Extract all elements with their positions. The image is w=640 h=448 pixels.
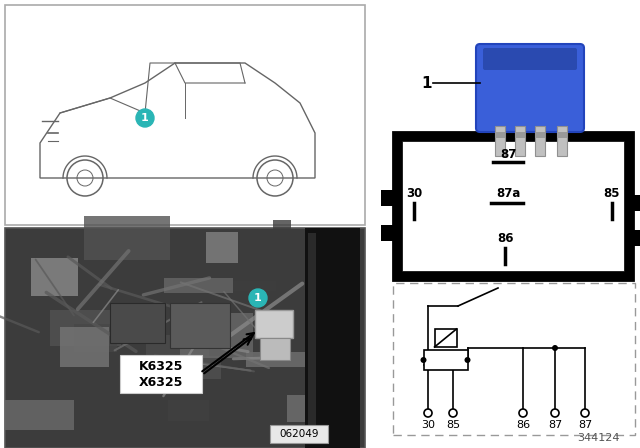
- Bar: [60, 327, 109, 367]
- Bar: [381, 190, 395, 206]
- Bar: [424, 350, 467, 370]
- Circle shape: [551, 409, 559, 417]
- Text: 87a: 87a: [496, 186, 520, 199]
- Circle shape: [519, 409, 527, 417]
- Bar: [186, 331, 206, 350]
- Bar: [260, 338, 290, 360]
- Circle shape: [465, 357, 470, 363]
- Bar: [84, 216, 170, 260]
- Bar: [393, 132, 633, 280]
- Bar: [5, 228, 365, 448]
- Circle shape: [420, 357, 426, 363]
- Circle shape: [552, 345, 558, 351]
- Bar: [495, 126, 505, 156]
- Circle shape: [424, 409, 432, 417]
- Bar: [147, 335, 209, 365]
- Circle shape: [136, 109, 154, 127]
- Bar: [305, 228, 360, 448]
- Text: 87: 87: [578, 420, 592, 430]
- FancyBboxPatch shape: [476, 44, 584, 132]
- Text: 344124: 344124: [577, 433, 620, 443]
- Text: 85: 85: [446, 420, 460, 430]
- Bar: [157, 356, 221, 379]
- Text: 85: 85: [604, 186, 620, 199]
- Bar: [6, 400, 74, 430]
- Bar: [402, 141, 624, 271]
- Bar: [273, 220, 291, 265]
- Bar: [246, 352, 329, 367]
- Text: 87: 87: [548, 420, 562, 430]
- Bar: [170, 303, 230, 348]
- Bar: [5, 5, 365, 225]
- Text: K6325: K6325: [139, 360, 183, 373]
- Text: 30: 30: [421, 420, 435, 430]
- Bar: [255, 310, 293, 338]
- Bar: [232, 280, 276, 291]
- Bar: [120, 355, 202, 393]
- Bar: [515, 132, 525, 138]
- Bar: [381, 225, 395, 241]
- Circle shape: [249, 289, 267, 307]
- Bar: [535, 126, 545, 156]
- Text: 86: 86: [497, 232, 513, 245]
- Bar: [631, 195, 640, 211]
- Bar: [110, 303, 165, 343]
- Text: 1: 1: [422, 76, 432, 90]
- Bar: [308, 233, 316, 443]
- Bar: [435, 329, 456, 347]
- Bar: [180, 313, 253, 358]
- Bar: [557, 126, 567, 156]
- Bar: [310, 359, 358, 406]
- Bar: [74, 324, 116, 352]
- Bar: [515, 126, 525, 156]
- Bar: [270, 425, 328, 443]
- Bar: [168, 400, 209, 421]
- Text: 87: 87: [500, 147, 516, 160]
- Bar: [164, 279, 233, 293]
- Text: 1: 1: [254, 293, 262, 303]
- Circle shape: [581, 409, 589, 417]
- FancyBboxPatch shape: [483, 48, 577, 70]
- Bar: [31, 258, 79, 296]
- Text: 1: 1: [141, 113, 149, 123]
- Bar: [535, 132, 545, 138]
- Bar: [285, 266, 324, 298]
- Text: 062049: 062049: [279, 429, 319, 439]
- Text: 86: 86: [516, 420, 530, 430]
- Bar: [287, 395, 325, 422]
- Bar: [557, 132, 567, 138]
- Bar: [393, 283, 635, 435]
- Text: 30: 30: [406, 186, 422, 199]
- Text: X6325: X6325: [139, 376, 183, 389]
- Bar: [50, 310, 121, 346]
- Bar: [206, 232, 239, 263]
- Bar: [495, 132, 505, 138]
- Circle shape: [449, 409, 457, 417]
- Bar: [325, 294, 344, 315]
- Bar: [631, 230, 640, 246]
